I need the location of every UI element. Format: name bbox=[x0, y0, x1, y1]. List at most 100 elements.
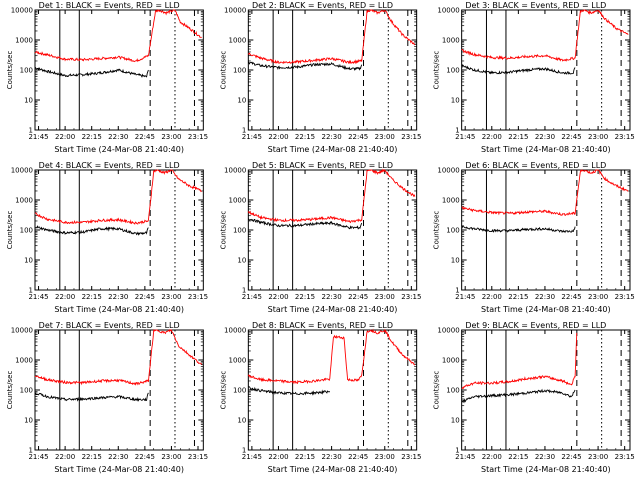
x-tick-label: 23:15 bbox=[615, 453, 635, 461]
y-tick-label: 10000 bbox=[437, 167, 459, 175]
x-tick-label: 23:00 bbox=[375, 133, 395, 141]
x-tick-label: 22:15 bbox=[295, 453, 315, 461]
y-tick-label: 10 bbox=[24, 97, 33, 105]
x-tick-label: 23:15 bbox=[188, 453, 208, 461]
x-tick-label: 23:15 bbox=[188, 133, 208, 141]
x-tick-label: 23:15 bbox=[401, 453, 421, 461]
y-axis-label: Counts/sec bbox=[219, 51, 227, 90]
series-line-lld bbox=[34, 169, 202, 225]
y-tick-label: 10000 bbox=[11, 167, 33, 175]
x-axis-label: Start Time (24-Mar-08 21:40:40) bbox=[268, 145, 398, 154]
y-tick-label: 1 bbox=[242, 127, 246, 135]
series-line-lld bbox=[461, 332, 578, 390]
detector-panel-2: Det 2: BLACK = Events, RED = LLD Counts/s… bbox=[219, 1, 421, 154]
x-tick-label: 22:00 bbox=[482, 453, 502, 461]
x-tick-label: 22:45 bbox=[348, 133, 368, 141]
x-axis-label: Start Time (24-Mar-08 21:40:40) bbox=[54, 305, 184, 314]
x-tick-label: 22:15 bbox=[82, 293, 102, 301]
y-axis-label: Counts/sec bbox=[219, 211, 227, 250]
y-axis-label: Counts/sec bbox=[6, 211, 14, 250]
x-tick-label: 22:00 bbox=[55, 133, 75, 141]
x-tick-label: 22:45 bbox=[135, 453, 155, 461]
y-axis-label: Counts/sec bbox=[433, 211, 441, 250]
y-axis-label: Counts/sec bbox=[433, 51, 441, 90]
x-tick-label: 22:30 bbox=[535, 453, 555, 461]
y-tick-label: 10000 bbox=[224, 327, 246, 335]
y-tick-label: 10 bbox=[451, 97, 460, 105]
y-tick-label: 10 bbox=[237, 97, 246, 105]
y-tick-label: 10 bbox=[237, 257, 246, 265]
x-tick-label: 22:15 bbox=[82, 133, 102, 141]
x-tick-label: 22:00 bbox=[268, 453, 288, 461]
detector-panel-9: Det 9: BLACK = Events, RED = LLD Counts/s… bbox=[433, 321, 635, 474]
y-tick-label: 1000 bbox=[229, 37, 247, 45]
y-tick-label: 10 bbox=[451, 417, 460, 425]
y-tick-label: 10000 bbox=[437, 327, 459, 335]
x-tick-label: 23:15 bbox=[615, 293, 635, 301]
series-line-events bbox=[461, 64, 576, 75]
y-tick-label: 1 bbox=[455, 447, 459, 455]
x-tick-label: 22:45 bbox=[561, 133, 581, 141]
panel-title: Det 1: BLACK = Events, RED = LLD bbox=[39, 1, 180, 10]
x-tick-label: 22:00 bbox=[482, 133, 502, 141]
x-tick-label: 21:45 bbox=[455, 453, 475, 461]
y-axis-label: Counts/sec bbox=[219, 371, 227, 410]
series-line-lld bbox=[247, 328, 416, 385]
panel-title: Det 3: BLACK = Events, RED = LLD bbox=[465, 1, 606, 10]
series-line-events bbox=[247, 61, 363, 71]
x-tick-label: 23:00 bbox=[161, 293, 181, 301]
x-tick-label: 22:30 bbox=[535, 133, 555, 141]
x-tick-label: 22:45 bbox=[135, 133, 155, 141]
series-line-events bbox=[461, 388, 576, 404]
y-tick-label: 100 bbox=[446, 67, 459, 75]
x-tick-label: 21:45 bbox=[28, 293, 48, 301]
x-tick-label: 23:00 bbox=[375, 453, 395, 461]
detector-panel-3: Det 3: BLACK = Events, RED = LLD Counts/s… bbox=[433, 1, 635, 154]
detector-panel-4: Det 4: BLACK = Events, RED = LLD Counts/s… bbox=[6, 161, 208, 314]
x-axis-label: Start Time (24-Mar-08 21:40:40) bbox=[54, 145, 184, 154]
x-tick-label: 23:15 bbox=[401, 133, 421, 141]
y-tick-label: 1000 bbox=[442, 197, 460, 205]
x-tick-label: 22:30 bbox=[322, 133, 342, 141]
x-tick-label: 23:15 bbox=[615, 133, 635, 141]
y-tick-label: 1000 bbox=[15, 197, 33, 205]
series-line-lld bbox=[34, 8, 202, 63]
x-tick-label: 22:45 bbox=[135, 293, 155, 301]
detector-panel-5: Det 5: BLACK = Events, RED = LLD Counts/s… bbox=[219, 161, 421, 314]
x-tick-label: 21:45 bbox=[455, 293, 475, 301]
y-tick-label: 100 bbox=[20, 227, 33, 235]
y-tick-label: 1 bbox=[455, 127, 459, 135]
panel-title: Det 7: BLACK = Events, RED = LLD bbox=[39, 321, 180, 330]
x-tick-label: 23:00 bbox=[161, 453, 181, 461]
x-tick-label: 22:15 bbox=[508, 453, 528, 461]
y-tick-label: 100 bbox=[20, 67, 33, 75]
x-tick-label: 21:45 bbox=[242, 453, 262, 461]
x-tick-label: 21:45 bbox=[242, 133, 262, 141]
series-line-lld bbox=[34, 328, 202, 386]
x-tick-label: 22:00 bbox=[268, 133, 288, 141]
x-tick-label: 23:00 bbox=[588, 133, 608, 141]
panel-title: Det 8: BLACK = Events, RED = LLD bbox=[252, 321, 393, 330]
x-tick-label: 23:15 bbox=[401, 293, 421, 301]
panel-title: Det 4: BLACK = Events, RED = LLD bbox=[39, 161, 180, 170]
detector-panel-8: Det 8: BLACK = Events, RED = LLD Counts/s… bbox=[219, 321, 421, 474]
x-tick-label: 22:30 bbox=[322, 453, 342, 461]
y-tick-label: 100 bbox=[20, 387, 33, 395]
x-tick-label: 21:45 bbox=[28, 133, 48, 141]
detector-panel-1: Det 1: BLACK = Events, RED = LLD Counts/s… bbox=[6, 1, 208, 154]
x-tick-label: 22:30 bbox=[108, 133, 128, 141]
x-tick-label: 22:30 bbox=[535, 293, 555, 301]
x-tick-label: 22:45 bbox=[348, 453, 368, 461]
y-tick-label: 1 bbox=[29, 287, 33, 295]
x-tick-label: 21:45 bbox=[242, 293, 262, 301]
x-axis-label: Start Time (24-Mar-08 21:40:40) bbox=[54, 465, 184, 474]
x-tick-label: 22:45 bbox=[561, 293, 581, 301]
y-tick-label: 100 bbox=[446, 227, 459, 235]
x-tick-label: 22:30 bbox=[322, 293, 342, 301]
y-tick-label: 10000 bbox=[11, 327, 33, 335]
series-line-events bbox=[34, 391, 149, 402]
x-tick-label: 22:00 bbox=[55, 293, 75, 301]
y-tick-label: 10 bbox=[451, 257, 460, 265]
